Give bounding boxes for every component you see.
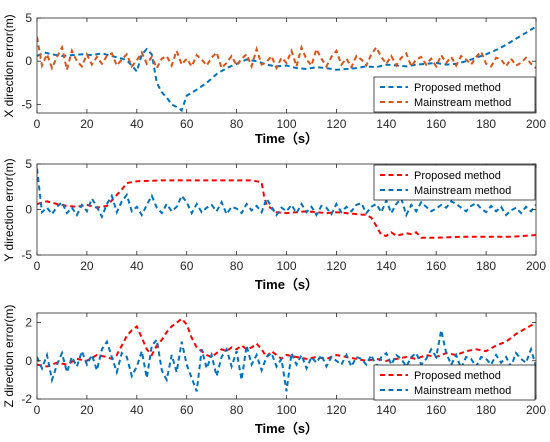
x-tick-label: 160 (426, 117, 446, 131)
subplot-2: 0 20 40 60 80 100 120 140 160 180 200-505Time（s）Y … (2, 157, 546, 292)
series-line-1 (37, 317, 536, 368)
x-tick-label: 80 (230, 117, 244, 131)
legend-box (373, 164, 536, 201)
legend-entry: Mainstream method (414, 97, 511, 109)
x-tick-label: 160 (426, 259, 446, 273)
x-tick-label: 80 (230, 259, 244, 273)
y-tick-label: 0 (25, 203, 32, 217)
x-tick-label: 180 (476, 117, 496, 131)
legend-box (373, 76, 536, 113)
series-line-1 (37, 25, 536, 112)
y-axis-label: Z direction error(m) (2, 305, 16, 408)
x-tick-label: 0 (34, 403, 41, 417)
legend-entry: Proposed method (414, 170, 501, 182)
x-tick-label: 100 (276, 259, 296, 273)
subplot-3: 0 20 40 60 80 100 120 140 160 180 200-202Time（s）Z … (2, 305, 546, 436)
x-tick-label: 40 (130, 117, 144, 131)
y-axis-label: X direction error(m) (2, 14, 16, 117)
x-tick-label: 180 (476, 259, 496, 273)
legend: Proposed method Mainstream method (373, 364, 536, 401)
x-tick-label: 200 (526, 259, 546, 273)
y-tick-label: 5 (25, 157, 32, 171)
x-tick-label: 40 (130, 259, 144, 273)
series-line-2 (37, 329, 536, 392)
subplot-1: 0 20 40 60 80 100 120 140 160 180 200-505Time（s）X … (2, 11, 546, 146)
y-tick-label: -2 (21, 392, 32, 406)
x-tick-label: 120 (326, 117, 346, 131)
y-tick-label: 0 (25, 54, 32, 68)
y-tick-label: 0 (25, 354, 32, 368)
x-axis-label: Time（s） (255, 131, 318, 146)
x-tick-label: 140 (376, 259, 396, 273)
x-tick-label: 120 (326, 259, 346, 273)
series-line-2 (37, 168, 536, 220)
legend: Proposed method Mainstream method (373, 164, 536, 201)
y-tick-label: -5 (21, 248, 32, 262)
x-tick-label: 60 (180, 117, 194, 131)
legend-entry: Mainstream method (414, 385, 511, 397)
x-tick-label: 200 (526, 117, 546, 131)
x-axis-label: Time（s） (255, 421, 318, 436)
x-tick-label: 180 (476, 403, 496, 417)
x-tick-label: 20 (80, 117, 94, 131)
legend: Proposed method Mainstream method (373, 76, 536, 113)
x-tick-label: 200 (526, 403, 546, 417)
x-tick-label: 20 (80, 259, 94, 273)
legend-box (373, 364, 536, 401)
x-tick-label: 0 (34, 259, 41, 273)
x-tick-label: 140 (376, 117, 396, 131)
x-tick-label: 60 (180, 259, 194, 273)
x-tick-label: 100 (276, 117, 296, 131)
x-tick-label: 80 (230, 403, 244, 417)
y-tick-label: 2 (25, 316, 32, 330)
legend-entry: Proposed method (414, 82, 501, 94)
x-tick-label: 100 (276, 403, 296, 417)
x-tick-label: 140 (376, 403, 396, 417)
y-tick-label: 5 (25, 11, 32, 25)
x-tick-label: 0 (34, 117, 41, 131)
legend-entry: Proposed method (414, 370, 501, 382)
x-tick-label: 20 (80, 403, 94, 417)
x-tick-label: 120 (326, 403, 346, 417)
x-tick-label: 160 (426, 403, 446, 417)
series-line-2 (37, 36, 536, 71)
x-tick-label: 60 (180, 403, 194, 417)
y-axis-label: Y direction error(m) (2, 158, 16, 261)
series-line-1 (37, 179, 536, 239)
y-tick-label: -5 (21, 97, 32, 111)
x-axis-label: Time（s） (255, 277, 318, 292)
x-tick-label: 40 (130, 403, 144, 417)
legend-entry: Mainstream method (414, 185, 511, 197)
